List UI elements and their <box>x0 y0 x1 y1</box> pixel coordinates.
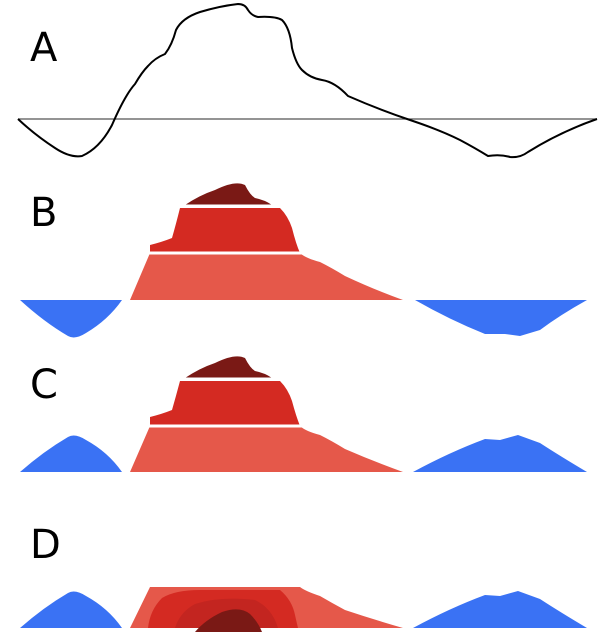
panel-d-negative-region-left <box>20 591 122 628</box>
panel-b-negative-region-right <box>415 300 587 336</box>
panel-b-level-2 <box>150 208 300 253</box>
panel-a-signal-curve <box>17 3 598 159</box>
panel-label-c: C <box>30 362 58 408</box>
panel-c-negative-region-right <box>413 435 587 472</box>
panel-label-a: A <box>30 25 58 71</box>
panel-d-plot <box>20 587 587 632</box>
panel-b-plot <box>20 183 587 338</box>
panel-b-negative-region-left <box>20 300 122 338</box>
panel-c-level-2 <box>150 381 300 426</box>
panel-c-level-3 <box>185 356 272 378</box>
panel-label-d: D <box>30 522 61 568</box>
panel-c-negative-region-left <box>20 435 122 472</box>
panel-a-plot <box>17 3 598 159</box>
panel-b-level-3 <box>185 183 272 205</box>
panel-c-plot <box>20 356 587 472</box>
panel-d-layer-4 <box>195 609 262 632</box>
panel-c-level-1 <box>130 426 403 472</box>
panel-label-b: B <box>30 190 58 236</box>
panel-d-negative-region-right <box>413 591 587 628</box>
panel-b-level-1 <box>130 253 403 300</box>
